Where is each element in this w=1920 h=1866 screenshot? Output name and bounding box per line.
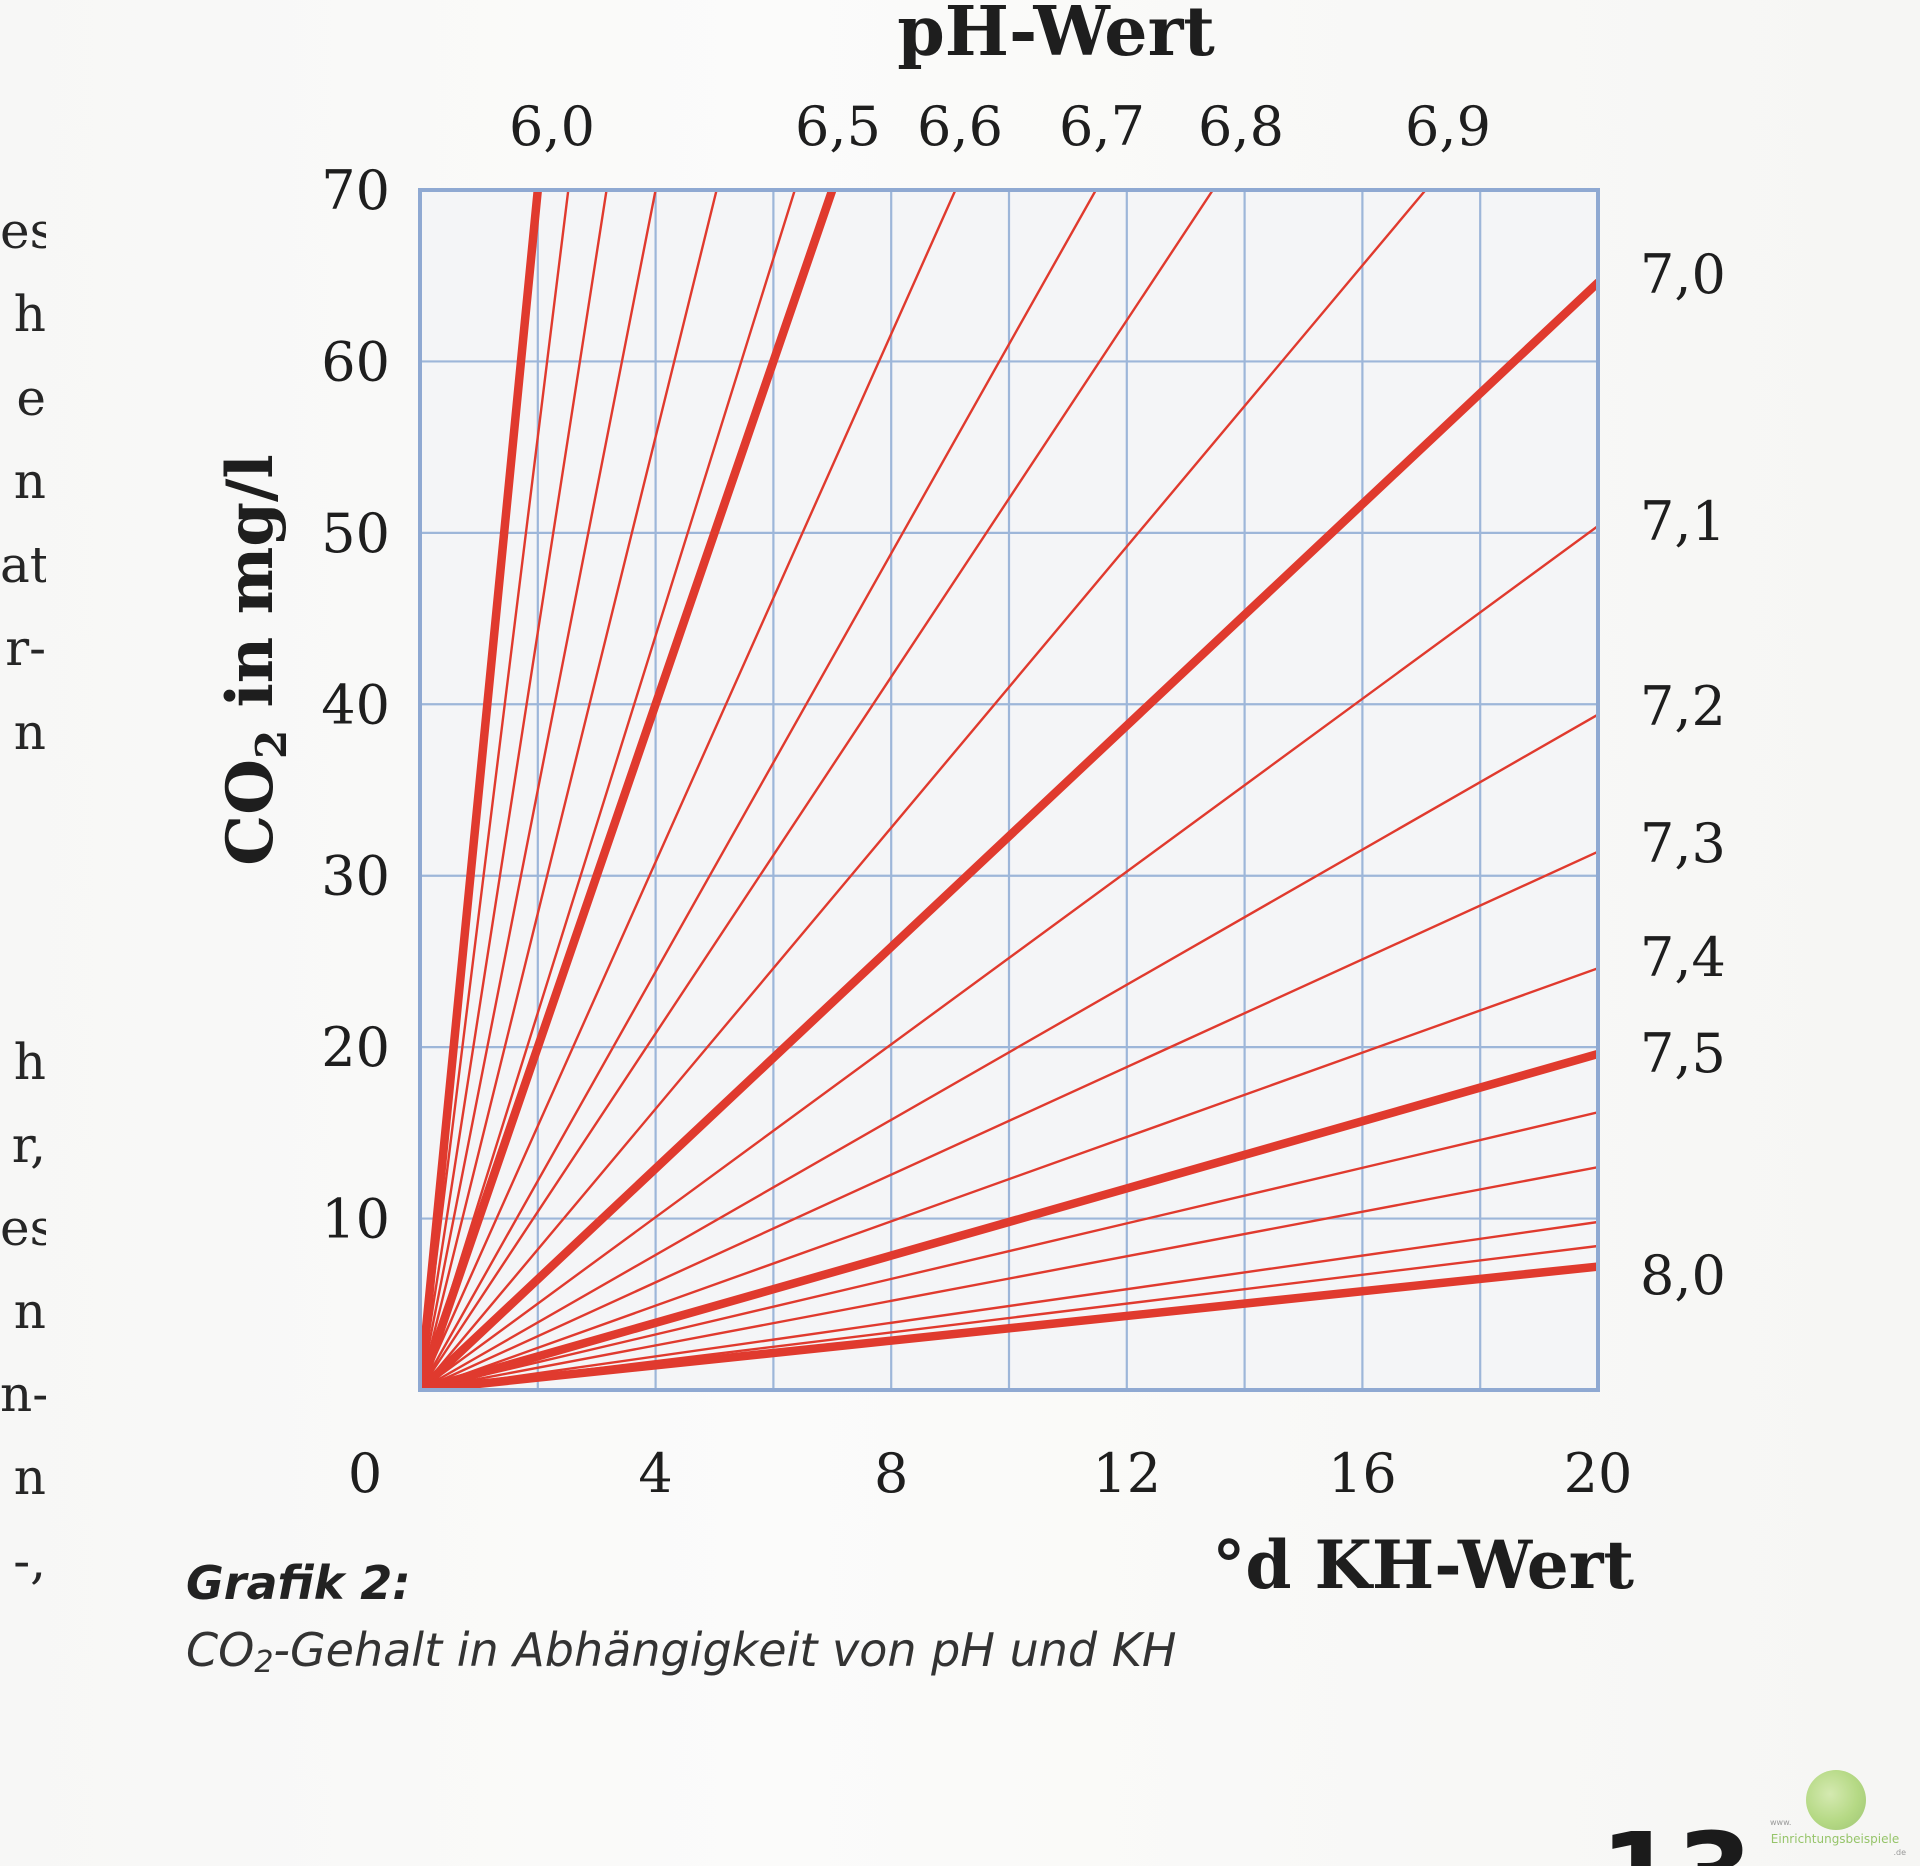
caption-text-sub: 2	[254, 1645, 274, 1680]
body-text-line: -,	[13, 1536, 46, 1586]
series-line	[420, 850, 1598, 1390]
series-line	[420, 190, 1098, 1390]
body-text-line: es	[0, 206, 46, 256]
caption-text-pre: CO	[186, 1623, 255, 1677]
body-text-line: h	[13, 1037, 46, 1087]
body-text-line: at	[0, 540, 46, 590]
x-tick-label: 0	[348, 1442, 382, 1505]
series-line	[420, 190, 570, 1390]
series-line	[420, 190, 1427, 1390]
body-text-line: e	[16, 373, 46, 423]
series-line	[420, 190, 797, 1390]
ph-label-top: 6,8	[1198, 95, 1284, 158]
ph-label-right: 7,1	[1640, 490, 1726, 553]
series-line	[420, 190, 543, 1390]
body-text-line: n	[13, 1286, 46, 1336]
y-axis-title: CO2 in mg/l	[213, 454, 296, 865]
ph-label-right: 7,5	[1640, 1022, 1726, 1085]
series-line	[420, 190, 837, 1390]
watermark-text: Einrichtungsbeispiele	[1770, 1832, 1900, 1846]
body-text-line: n	[13, 707, 46, 757]
x-axis-title: °d KH-Wert	[1212, 1526, 1634, 1604]
ph-label-right: 7,3	[1640, 812, 1726, 875]
series-line	[420, 190, 608, 1390]
body-text-line: n	[13, 456, 46, 506]
body-text-line: n-	[0, 1369, 46, 1419]
x-tick-label: 20	[1564, 1442, 1633, 1505]
y-tick-label: 10	[321, 1188, 390, 1251]
series-line	[420, 278, 1598, 1390]
series-line	[420, 1111, 1598, 1390]
watermark-de: .de	[1893, 1848, 1906, 1857]
watermark: www. Einrichtungsbeispiele .de	[1760, 1770, 1910, 1860]
series-line	[420, 1165, 1598, 1390]
ph-label-top: 6,6	[917, 95, 1003, 158]
series-line	[420, 1262, 1598, 1390]
chart-lines	[420, 190, 1598, 1390]
ph-label-right: 7,4	[1640, 926, 1726, 989]
caption-title: Grafik 2:	[186, 1556, 411, 1610]
ph-label-right: 8,0	[1640, 1244, 1726, 1307]
series-line	[420, 1220, 1598, 1390]
body-text-line: n	[13, 1452, 46, 1502]
series-line	[420, 524, 1598, 1390]
page-number: 13	[1600, 1818, 1760, 1866]
y-tick-label: 60	[321, 330, 390, 393]
chart-grid	[420, 190, 1598, 1390]
caption-text-post: -Gehalt in Abhängigkeit von pH und KH	[273, 1623, 1177, 1677]
ph-label-right: 7,2	[1640, 675, 1726, 738]
y-tick-label: 20	[321, 1016, 390, 1079]
ph-label-top: 6,7	[1059, 95, 1145, 158]
x-tick-label: 12	[1092, 1442, 1161, 1505]
y-tick-label: 40	[321, 673, 390, 736]
x-tick-label: 16	[1328, 1442, 1397, 1505]
series-line	[420, 190, 718, 1390]
fish-logo-icon	[1806, 1770, 1866, 1830]
series-line	[420, 190, 957, 1390]
x-tick-label: 8	[874, 1442, 908, 1505]
page-number-text: 13	[1600, 1818, 1753, 1866]
series-line	[420, 713, 1598, 1390]
y-tick-label: 50	[321, 502, 390, 565]
series-line	[420, 1049, 1598, 1390]
body-text-line: h	[13, 289, 46, 339]
chart-frame	[418, 188, 1600, 1392]
series-line	[420, 190, 657, 1390]
series-line	[420, 967, 1598, 1390]
body-text-line: r,	[11, 1120, 46, 1170]
plot-frame	[418, 188, 1600, 1392]
top-axis-title: pH-Wert	[897, 0, 1215, 72]
series-line	[420, 190, 1215, 1390]
chart-labels: 0 4 8 12 16 20 10 20 30 40 50 60 70 6,0 6,5 6,6 6,7 6,8 6,…	[213, 0, 1726, 1604]
ph-label-top: 6,9	[1405, 95, 1491, 158]
watermark-www: www.	[1770, 1818, 1792, 1827]
ph-label-right: 7,0	[1640, 243, 1726, 306]
body-text-line: es	[0, 1203, 46, 1253]
x-tick-label: 4	[638, 1442, 672, 1505]
y-tick-label: 30	[321, 845, 390, 908]
caption-text: CO2-Gehalt in Abhängigkeit von pH und KH	[186, 1623, 1176, 1680]
body-text-line: r-	[5, 623, 46, 673]
y-tick-label: 70	[321, 159, 390, 222]
ph-label-top: 6,0	[509, 95, 595, 158]
ph-label-top: 6,5	[795, 95, 881, 158]
